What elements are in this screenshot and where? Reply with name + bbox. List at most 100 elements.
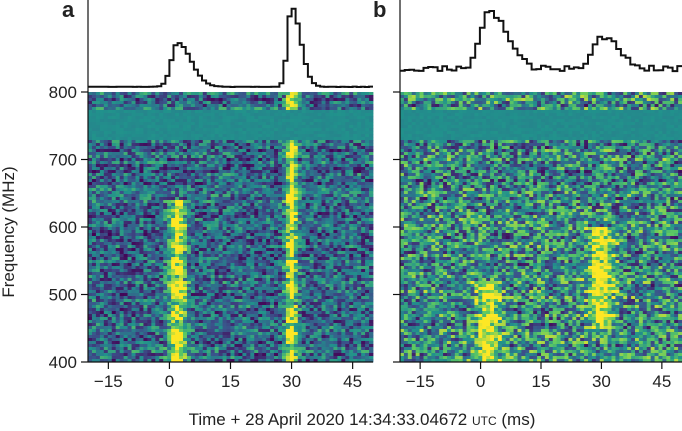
heatmap-cell	[234, 272, 239, 276]
heatmap-cell	[278, 116, 283, 120]
heatmap-cell	[317, 152, 322, 156]
heatmap-cell	[123, 293, 128, 297]
heatmap-cell	[333, 185, 338, 189]
heatmap-cell	[202, 104, 208, 108]
heatmap-cell	[301, 119, 307, 123]
heatmap-cell	[325, 104, 330, 108]
heatmap-cell	[135, 284, 140, 288]
heatmap-cell	[143, 284, 148, 288]
heatmap-cell	[226, 236, 231, 240]
heatmap-cell	[131, 161, 136, 165]
heatmap-cell	[262, 107, 267, 111]
heatmap-cell	[365, 182, 370, 186]
heatmap-cell	[111, 128, 117, 132]
heatmap-cell	[107, 167, 113, 171]
heatmap-cell	[107, 149, 113, 153]
heatmap-cell	[111, 230, 117, 234]
heatmap-cell	[151, 104, 156, 108]
heatmap-cell	[250, 266, 255, 270]
heatmap-cell	[179, 296, 184, 300]
heatmap-cell	[202, 116, 208, 120]
heatmap-cell	[333, 134, 338, 138]
heatmap-cell	[115, 182, 121, 186]
heatmap-cell	[99, 134, 105, 138]
heatmap-cell	[107, 188, 113, 192]
heatmap-cell	[242, 122, 247, 126]
heatmap-cell	[234, 236, 239, 240]
heatmap-cell	[270, 281, 275, 285]
heatmap-cell	[238, 107, 243, 111]
heatmap-cell	[309, 143, 315, 147]
heatmap-cell	[151, 137, 156, 141]
heatmap-cell	[206, 131, 212, 135]
heatmap-cell	[266, 206, 271, 210]
heatmap-cell	[147, 293, 152, 297]
heatmap-cell	[293, 170, 299, 174]
heatmap-cell	[214, 137, 220, 141]
heatmap-cell	[234, 152, 239, 156]
heatmap-cell	[147, 200, 152, 204]
heatmap-cell	[95, 176, 101, 180]
heatmap-cell	[317, 182, 322, 186]
heatmap-cell	[285, 269, 291, 273]
heatmap-cell	[297, 110, 303, 114]
heatmap-cell	[321, 125, 326, 129]
heatmap-cell	[147, 128, 152, 132]
heatmap-cell	[171, 245, 176, 249]
heatmap-cell	[278, 293, 283, 297]
heatmap-cell	[246, 242, 251, 246]
heatmap-cell	[194, 119, 200, 123]
heatmap-cell	[353, 161, 358, 165]
heatmap-cell	[230, 290, 235, 294]
heatmap-cell	[107, 125, 113, 129]
heatmap-cell	[333, 239, 338, 243]
heatmap-cell	[234, 155, 239, 159]
heatmap-cell	[321, 191, 326, 195]
heatmap-cell	[175, 290, 180, 294]
heatmap-cell	[270, 113, 275, 117]
heatmap-cell	[333, 254, 338, 258]
heatmap-cell	[202, 248, 208, 252]
heatmap-cell	[333, 281, 338, 285]
heatmap-cell	[357, 155, 362, 159]
heatmap-cell	[317, 206, 322, 210]
heatmap-cell	[95, 188, 101, 192]
heatmap-cell	[278, 272, 283, 276]
heatmap-cell	[293, 161, 299, 165]
heatmap-cell	[107, 287, 113, 291]
heatmap-cell	[262, 188, 267, 192]
heatmap-cell	[167, 176, 172, 180]
heatmap-cell	[289, 290, 295, 294]
heatmap-cell	[198, 131, 204, 135]
heatmap-cell	[91, 143, 97, 147]
heatmap-cell	[222, 248, 227, 252]
heatmap-cell	[175, 227, 180, 231]
heatmap-cell	[270, 98, 275, 102]
heatmap-cell	[155, 113, 160, 117]
heatmap-cell	[258, 155, 263, 159]
heatmap-cell	[107, 215, 113, 219]
heatmap-cell	[179, 221, 184, 225]
heatmap-cell	[194, 239, 200, 243]
heatmap-cell	[270, 275, 275, 279]
heatmap-cell	[123, 140, 128, 144]
heatmap-cell	[167, 215, 172, 219]
heatmap-cell	[91, 218, 97, 222]
heatmap-cell	[218, 278, 223, 282]
heatmap-cell	[226, 203, 231, 207]
heatmap-cell	[301, 167, 307, 171]
heatmap-cell	[135, 179, 140, 183]
heatmap-cell	[325, 194, 330, 198]
heatmap-cell	[361, 131, 366, 135]
heatmap-cell	[369, 110, 374, 114]
heatmap-cell	[183, 266, 188, 270]
heatmap-cell	[333, 182, 338, 186]
heatmap-cell	[278, 257, 283, 261]
heatmap-cell	[111, 233, 117, 237]
heatmap-cell	[278, 140, 283, 144]
heatmap-cell	[88, 155, 93, 159]
heatmap-cell	[155, 170, 160, 174]
heatmap-cell	[127, 152, 132, 156]
heatmap-cell	[365, 230, 370, 234]
heatmap-cell	[365, 287, 370, 291]
